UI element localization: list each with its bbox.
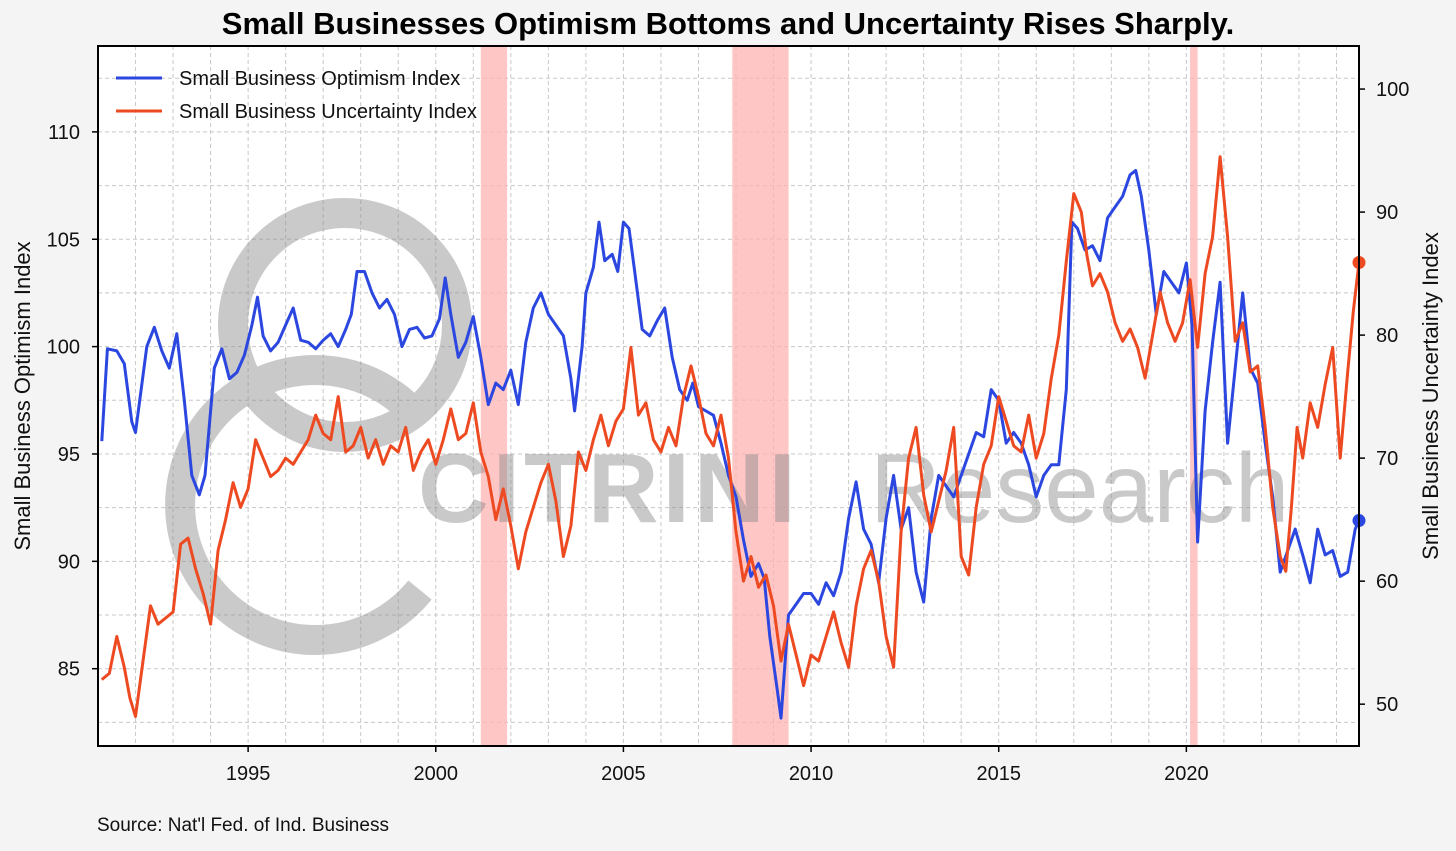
y-right-tick-label: 80 — [1376, 325, 1398, 347]
y-right-tick-label: 60 — [1376, 571, 1398, 593]
x-tick-label: 2000 — [414, 763, 459, 785]
legend-label: Small Business Uncertainty Index — [179, 101, 477, 123]
legend: Small Business Optimism Index Small Busin… — [116, 68, 477, 123]
y-left-tick-label: 95 — [58, 444, 80, 466]
y-left-axis-title: Small Business Optimism Index — [10, 241, 35, 550]
x-tick-label: 1995 — [226, 763, 271, 785]
chart-title: Small Businesses Optimism Bottoms and Un… — [221, 6, 1235, 41]
y-right-axis-title: Small Business Uncertainty Index — [1418, 232, 1443, 560]
grid-lines — [97, 46, 1359, 746]
x-tick-label: 2020 — [1164, 763, 1209, 785]
uncertainty-line — [100, 155, 1361, 718]
y-left-tick-label: 100 — [47, 337, 80, 359]
plot-border — [97, 45, 1360, 747]
x-tick-label: 2015 — [976, 763, 1021, 785]
watermark-ring-bottom — [165, 355, 432, 655]
recession-band — [732, 46, 789, 746]
recession-band — [480, 46, 508, 746]
y-right-tick-label: 70 — [1376, 448, 1398, 470]
y-left-tick-label: 85 — [58, 659, 80, 681]
optimism-line — [100, 169, 1361, 720]
x-tick-label: 2010 — [789, 763, 834, 785]
watermark-suffix: Research — [870, 433, 1289, 543]
y-right-tick-label: 100 — [1376, 79, 1409, 101]
y-left-tick-label: 110 — [48, 122, 80, 144]
source-note: Source: Nat'l Fed. of Ind. Business — [97, 815, 389, 836]
y-right-tick-label: 50 — [1376, 694, 1398, 716]
y-right-tick-label: 90 — [1376, 202, 1398, 224]
y-left-tick-label: 105 — [47, 229, 80, 251]
y-left-tick-label: 90 — [58, 551, 80, 573]
x-tick-label: 2005 — [601, 763, 646, 785]
legend-label: Small Business Optimism Index — [179, 68, 460, 90]
